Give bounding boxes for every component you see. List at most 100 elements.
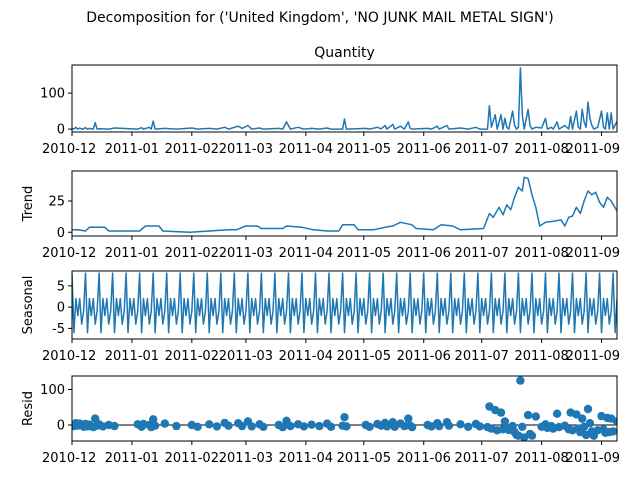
resid-point	[585, 419, 595, 428]
resid-point	[407, 422, 417, 432]
y-tick-label: 100	[40, 383, 65, 398]
x-tick-label: 2011-01	[105, 142, 159, 157]
x-tick-label: 2011-01	[105, 246, 159, 261]
y-tick-label: 100	[40, 87, 65, 102]
x-tick-label: 2011-07	[455, 349, 509, 364]
resid-point	[342, 422, 351, 431]
x-tick-label: 2011-09	[566, 246, 620, 261]
x-tick-label: 2011-06	[397, 349, 451, 364]
resid-point	[326, 422, 336, 431]
x-tick-label: 2011-04	[279, 349, 333, 364]
chart-panel-3: -5 0 5 2010-12 2011-01 2011-02 2011-03 2011-04 2…	[21, 270, 620, 364]
resid-point	[404, 414, 413, 423]
x-tick-label: 2011-07	[455, 142, 509, 157]
resid-point	[150, 421, 160, 430]
resid-point	[578, 414, 587, 423]
y-tick-label: 0	[57, 419, 65, 434]
x-tick-label: 2011-08	[514, 246, 568, 261]
x-tick-label: 2011-02	[165, 451, 219, 466]
x-tick-label: 2011-05	[337, 246, 391, 261]
x-tick-label: 2011-03	[219, 142, 273, 157]
x-tick-label: 2011-08	[514, 142, 568, 157]
resid-point	[259, 422, 268, 431]
x-tick-label: 2011-01	[105, 451, 159, 466]
seasonal-line	[72, 272, 617, 334]
resid-point	[299, 422, 309, 431]
y-tick-label: 0	[57, 226, 65, 241]
x-tick-label: 2011-03	[219, 349, 273, 364]
plot-area	[72, 376, 617, 441]
resid-point	[149, 415, 158, 424]
chart-panel-2: 0 25 2010-12 2011-01 2011-02 2011-03 2011-04 20…	[21, 170, 620, 261]
resid-point	[247, 422, 256, 431]
y-axis-label: Resid	[21, 391, 36, 426]
axes-frame	[71, 375, 618, 442]
x-tick-label: 2011-04	[279, 142, 333, 157]
resid-point	[224, 421, 233, 430]
x-tick-label: 2010-12	[42, 246, 96, 261]
axes-frame	[71, 270, 618, 340]
resid-point	[307, 420, 316, 429]
resid-point	[516, 376, 525, 385]
series-line	[72, 67, 617, 130]
y-axis-label: Trend	[21, 186, 36, 223]
x-tick-label: 2011-05	[337, 349, 391, 364]
plot-area	[72, 67, 617, 130]
resid-point	[110, 421, 119, 431]
y-tick-label: 5	[57, 279, 65, 294]
panel-title: Quantity	[314, 45, 375, 61]
x-tick-label: 2011-04	[279, 246, 333, 261]
resid-point	[496, 408, 506, 417]
x-tick-label: 2011-08	[514, 451, 568, 466]
resid-point	[315, 421, 324, 431]
plot-area	[72, 176, 617, 234]
resid-point	[608, 427, 617, 436]
x-tick-label: 2011-03	[219, 246, 273, 261]
x-tick-label: 2011-02	[165, 349, 219, 364]
x-tick-label: 2011-02	[165, 142, 219, 157]
resid-point	[278, 422, 287, 432]
resid-point	[286, 421, 295, 431]
x-tick-label: 2011-08	[514, 349, 568, 364]
y-tick-label: 0	[57, 301, 65, 316]
figure-suptitle: Decomposition for ('United Kingdom', 'NO…	[86, 10, 554, 26]
x-tick-label: 2010-12	[42, 349, 96, 364]
x-tick-label: 2010-12	[42, 142, 96, 157]
x-tick-label: 2011-01	[105, 349, 159, 364]
resid-point	[531, 412, 540, 421]
resid-point	[475, 422, 484, 431]
resid-point	[172, 421, 181, 431]
x-tick-label: 2011-09	[566, 451, 620, 466]
resid-point	[193, 422, 202, 431]
resid-point	[456, 420, 465, 429]
resid-point	[583, 404, 593, 414]
x-tick-label: 2011-07	[455, 246, 509, 261]
resid-point	[500, 417, 510, 426]
resid-point	[365, 422, 374, 431]
x-tick-label: 2011-07	[455, 451, 509, 466]
resid-point	[160, 419, 169, 428]
resid-point	[435, 421, 444, 431]
resid-point	[552, 409, 562, 418]
resid-point	[527, 431, 537, 440]
x-tick-label: 2010-12	[42, 451, 96, 466]
resid-point	[237, 421, 247, 431]
resid-point	[612, 417, 617, 426]
chart-panel-4: 0 100 2010-12 2011-01 2011-02 2011-03 2011-04 2…	[21, 375, 620, 466]
x-tick-label: 2011-06	[397, 451, 451, 466]
resid-point	[518, 422, 527, 431]
x-tick-label: 2011-09	[566, 349, 620, 364]
resid-point	[523, 410, 533, 420]
plot-area	[72, 272, 617, 334]
resid-point	[572, 410, 581, 419]
y-tick-label: 0	[57, 123, 65, 138]
x-tick-label: 2011-05	[337, 451, 391, 466]
x-tick-label: 2011-04	[279, 451, 333, 466]
resid-point	[382, 422, 392, 431]
y-axis-label: Seasonal	[21, 276, 36, 335]
y-tick-label: 25	[48, 195, 65, 210]
x-tick-label: 2011-06	[397, 246, 451, 261]
resid-point	[444, 421, 454, 430]
